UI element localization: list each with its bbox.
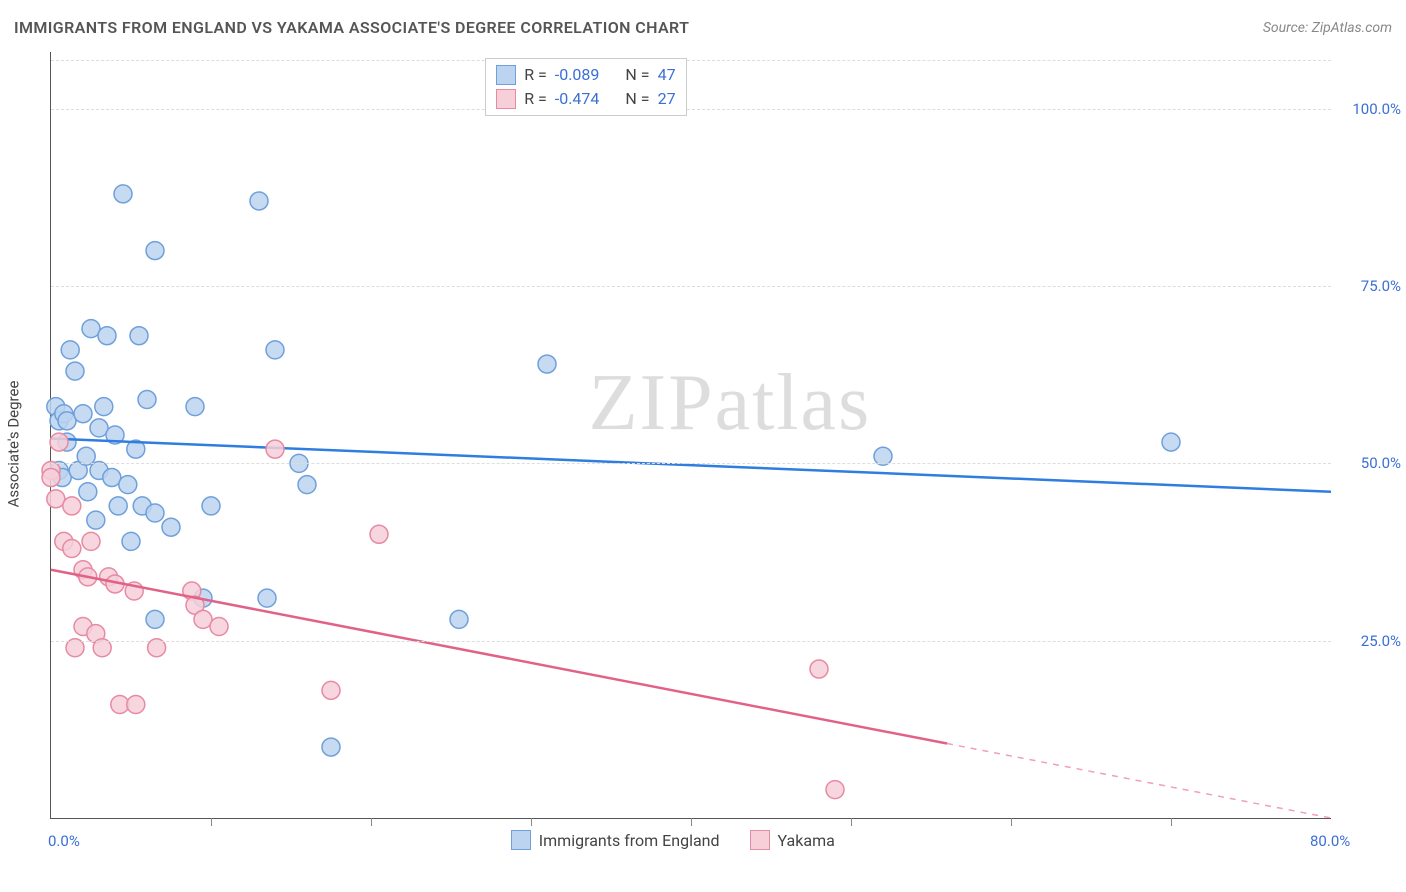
legend-swatch	[496, 89, 516, 109]
data-point	[109, 497, 127, 515]
data-point	[450, 610, 468, 628]
y-tick-label: 50.0%	[1341, 454, 1401, 472]
data-point	[130, 327, 148, 345]
data-point	[202, 497, 220, 515]
data-point	[119, 476, 137, 494]
scatter-svg	[51, 52, 1331, 818]
data-point	[258, 589, 276, 607]
x-axis-max-label: 80.0%	[1310, 832, 1350, 850]
y-tick-label: 75.0%	[1341, 277, 1401, 295]
y-axis-title: Associate's Degree	[4, 381, 22, 508]
data-point	[210, 618, 228, 636]
data-point	[66, 362, 84, 380]
legend-swatch	[511, 830, 531, 850]
legend-label: Immigrants from England	[539, 831, 720, 850]
data-point	[146, 242, 164, 260]
r-label: R =	[524, 63, 547, 87]
x-tick	[691, 818, 692, 826]
data-point	[826, 781, 844, 799]
trend-line	[51, 439, 1331, 492]
legend-swatch	[496, 65, 516, 85]
data-point	[186, 398, 204, 416]
data-point	[162, 518, 180, 536]
correlation-legend: R = -0.089 N = 47 R = -0.474 N = 27	[485, 58, 686, 116]
data-point	[61, 341, 79, 359]
data-point	[250, 192, 268, 210]
trend-line-extrapolated	[947, 744, 1331, 818]
data-point	[63, 539, 81, 557]
data-point	[95, 398, 113, 416]
data-point	[98, 327, 116, 345]
n-label: N =	[625, 63, 649, 87]
data-point	[122, 532, 140, 550]
x-tick	[531, 818, 532, 826]
data-point	[50, 433, 68, 451]
n-label: N =	[625, 87, 649, 111]
x-tick	[1011, 818, 1012, 826]
r-label: R =	[524, 87, 547, 111]
legend-stat-row: R = -0.474 N = 27	[496, 87, 675, 111]
data-point	[82, 532, 100, 550]
data-point	[138, 391, 156, 409]
chart-title: IMMIGRANTS FROM ENGLAND VS YAKAMA ASSOCI…	[14, 18, 689, 37]
gridline	[51, 60, 1331, 61]
data-point	[266, 341, 284, 359]
source-label: Source: ZipAtlas.com	[1263, 20, 1392, 36]
data-point	[146, 610, 164, 628]
data-point	[63, 497, 81, 515]
gridline	[51, 286, 1331, 287]
data-point	[87, 511, 105, 529]
header-row: IMMIGRANTS FROM ENGLAND VS YAKAMA ASSOCI…	[14, 18, 1392, 37]
gridline	[51, 463, 1331, 464]
y-tick-label: 100.0%	[1341, 100, 1401, 118]
data-point	[127, 696, 145, 714]
x-axis-min-label: 0.0%	[48, 832, 80, 850]
data-point	[538, 355, 556, 373]
r-value: -0.474	[555, 87, 600, 111]
series-legend: Immigrants from England Yakama	[511, 830, 835, 850]
data-point	[810, 660, 828, 678]
x-tick	[371, 818, 372, 826]
y-tick-label: 25.0%	[1341, 632, 1401, 650]
n-value: 47	[658, 63, 676, 87]
legend-label: Yakama	[778, 831, 835, 850]
legend-item: Yakama	[750, 830, 835, 850]
data-point	[322, 681, 340, 699]
legend-swatch	[750, 830, 770, 850]
data-point	[114, 185, 132, 203]
data-point	[79, 483, 97, 501]
data-point	[322, 738, 340, 756]
data-point	[266, 440, 284, 458]
trend-line	[51, 570, 947, 744]
r-value: -0.089	[555, 63, 600, 87]
x-tick	[851, 818, 852, 826]
n-value: 27	[658, 87, 676, 111]
data-point	[370, 525, 388, 543]
x-tick	[211, 818, 212, 826]
data-point	[298, 476, 316, 494]
gridline	[51, 109, 1331, 110]
plot-area: ZIPatlas 25.0%50.0%75.0%100.0%	[50, 52, 1331, 819]
x-tick	[1171, 818, 1172, 826]
data-point	[146, 504, 164, 522]
data-point	[42, 469, 60, 487]
legend-stat-row: R = -0.089 N = 47	[496, 63, 675, 87]
data-point	[1162, 433, 1180, 451]
gridline	[51, 641, 1331, 642]
legend-item: Immigrants from England	[511, 830, 720, 850]
data-point	[74, 405, 92, 423]
